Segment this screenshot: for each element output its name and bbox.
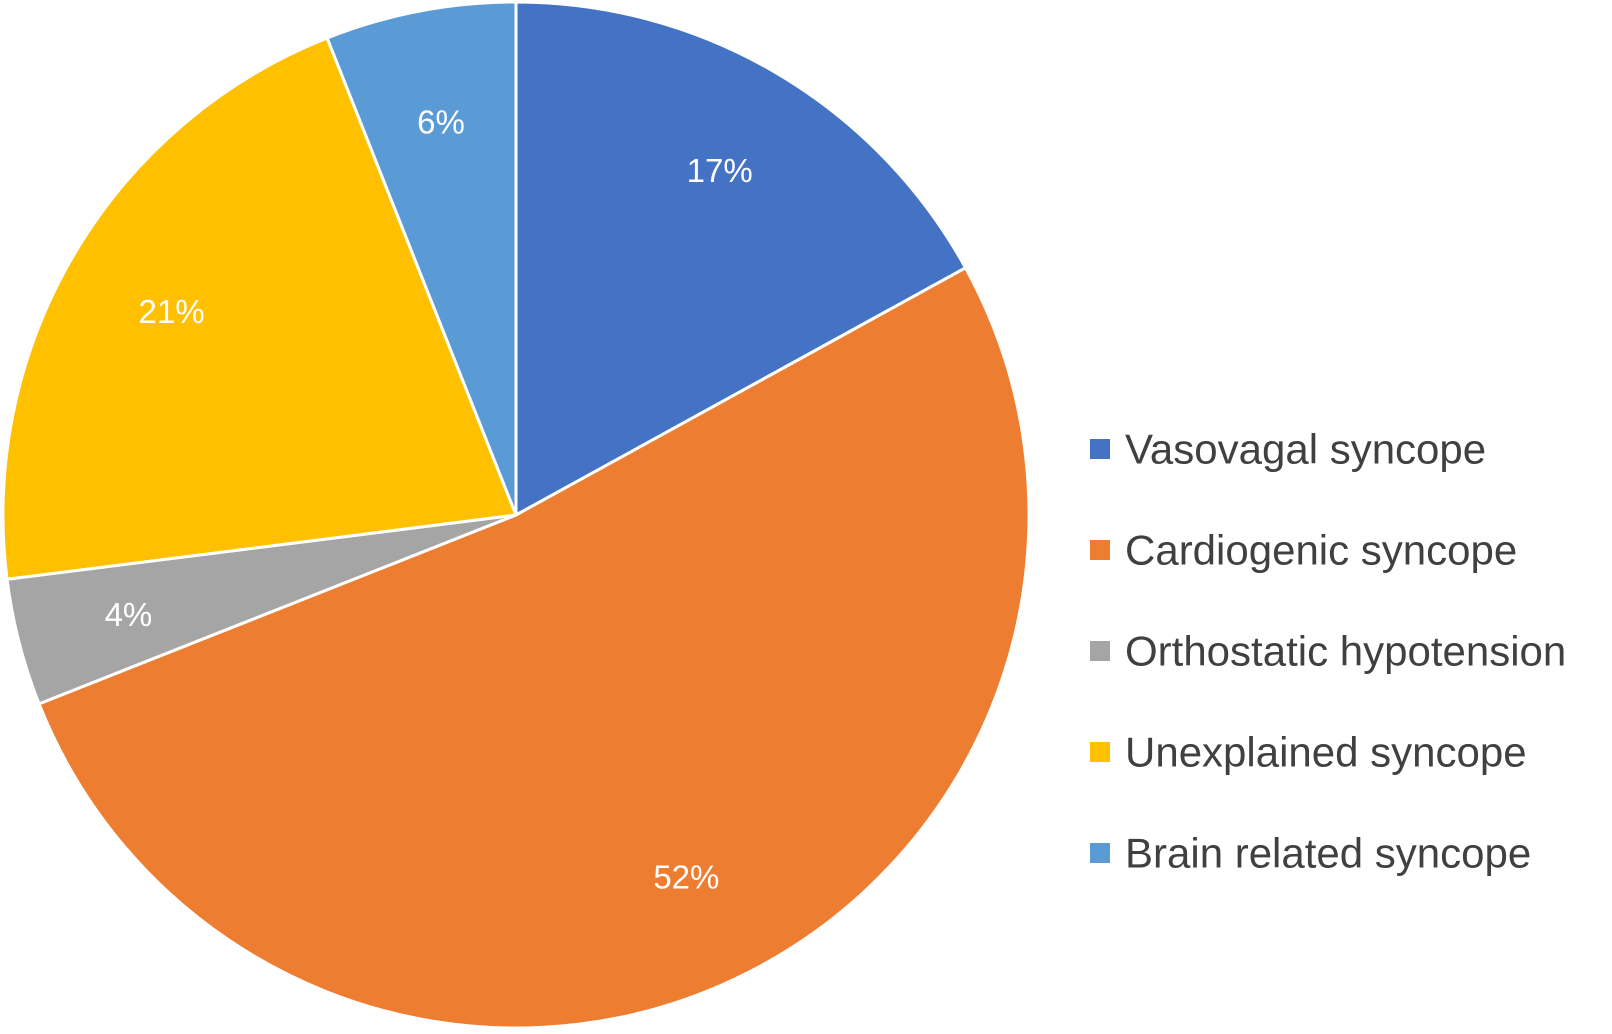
legend-item-brain-related-syncope: Brain related syncope bbox=[1090, 830, 1531, 877]
pie-slice-cardiogenic-syncope bbox=[37, 266, 1031, 1030]
legend-label-orthostatic-hypotension: Orthostatic hypotension bbox=[1125, 628, 1566, 675]
legend-swatch-cardiogenic-syncope bbox=[1090, 540, 1110, 560]
legend-swatch-vasovagal-syncope bbox=[1090, 439, 1110, 459]
legend-swatch-unexplained-syncope bbox=[1090, 742, 1110, 762]
pie-slice-labels: 17% 52% 4% 21% 6% bbox=[105, 103, 753, 895]
pie-slice-unexplained-syncope bbox=[1, 36, 518, 581]
legend: Vasovagal syncope Cardiogenic syncope Orth… bbox=[1090, 426, 1566, 877]
slice-data-label-orthostatic-hypotension: 4% bbox=[105, 596, 153, 633]
slice-data-label-vasovagal-syncope: 17% bbox=[687, 152, 753, 189]
legend-item-cardiogenic-syncope: Cardiogenic syncope bbox=[1090, 527, 1517, 574]
slice-data-label-unexplained-syncope: 21% bbox=[139, 293, 205, 330]
legend-item-vasovagal-syncope: Vasovagal syncope bbox=[1090, 426, 1486, 473]
pie-slice-vasovagal-syncope bbox=[514, 0, 968, 517]
legend-label-unexplained-syncope: Unexplained syncope bbox=[1125, 729, 1527, 776]
legend-swatch-orthostatic-hypotension bbox=[1090, 641, 1110, 661]
slice-data-label-brain-related-syncope: 6% bbox=[417, 103, 465, 140]
slice-data-label-cardiogenic-syncope: 52% bbox=[653, 859, 719, 896]
legend-swatch-brain-related-syncope bbox=[1090, 843, 1110, 863]
legend-label-cardiogenic-syncope: Cardiogenic syncope bbox=[1125, 527, 1517, 574]
pie-slice-brain-related-syncope bbox=[325, 0, 518, 517]
pie-slices bbox=[1, 0, 1031, 1030]
legend-label-vasovagal-syncope: Vasovagal syncope bbox=[1125, 426, 1486, 473]
legend-item-unexplained-syncope: Unexplained syncope bbox=[1090, 729, 1527, 776]
legend-item-orthostatic-hypotension: Orthostatic hypotension bbox=[1090, 628, 1566, 675]
legend-label-brain-related-syncope: Brain related syncope bbox=[1125, 830, 1531, 877]
